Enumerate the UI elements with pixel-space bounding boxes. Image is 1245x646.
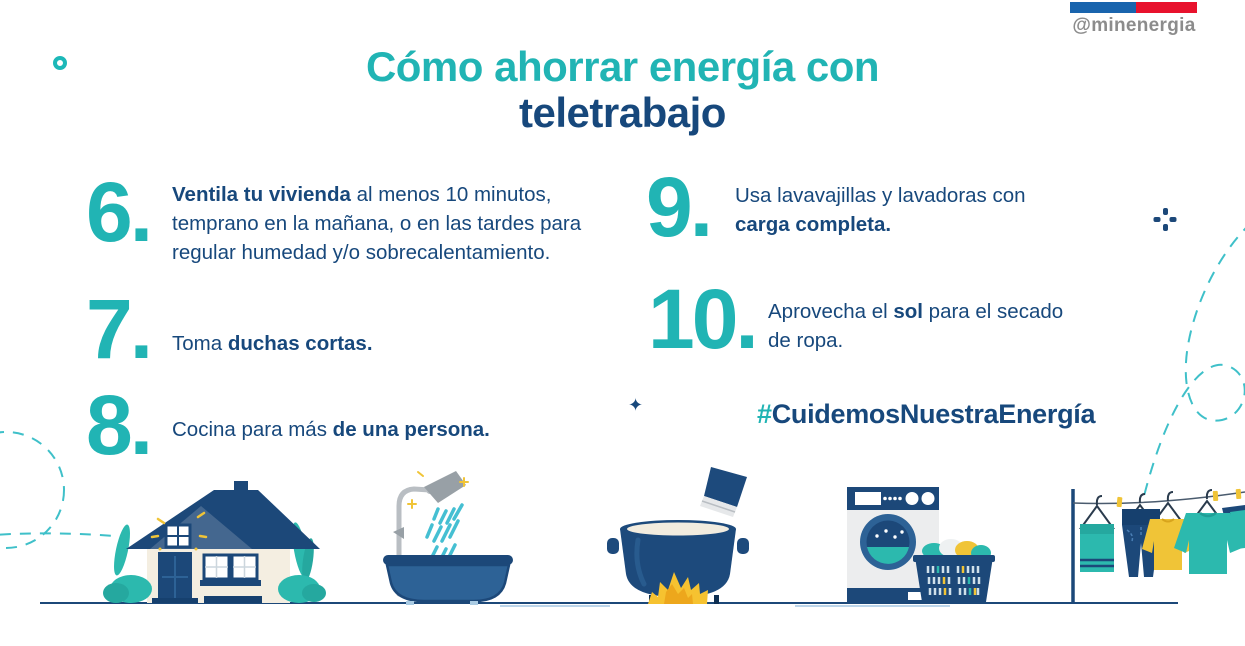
tip-text-9: Usa lavavajillas y lavadoras con carga c… bbox=[735, 181, 1045, 239]
tip-text-6: Ventila tu vivienda al menos 10 minutos,… bbox=[172, 180, 592, 267]
house-illustration bbox=[103, 481, 326, 603]
tip-number-10: 10. bbox=[648, 272, 759, 366]
hashtag-symbol: # bbox=[757, 399, 772, 429]
campaign-hashtag: #CuidemosNuestraEnergía bbox=[757, 399, 1096, 430]
flag-blue-half bbox=[1070, 2, 1137, 13]
tip-9-bold: carga completa. bbox=[735, 213, 892, 236]
tip-10-regular-b: para el secado de ropa. bbox=[768, 300, 1064, 352]
dashed-curve-decoration bbox=[0, 227, 1245, 549]
tip-number-6: 6. bbox=[86, 165, 153, 259]
sparkle-icon: ✦ bbox=[628, 395, 644, 415]
tip-9-regular: Usa lavavajillas y lavadoras con bbox=[735, 184, 1026, 207]
tip-number-8: 8. bbox=[86, 378, 153, 472]
title-line-2: teletrabajo bbox=[519, 89, 726, 136]
tip-number-7: 7. bbox=[86, 282, 153, 376]
plus-icon bbox=[1153, 208, 1177, 231]
tip-7-bold: duchas cortas. bbox=[227, 332, 373, 355]
tip-6-bold: Ventila tu vivienda bbox=[172, 183, 351, 206]
tip-text-8: Cocina para más de una persona. bbox=[172, 415, 572, 444]
tip-7-regular: Toma bbox=[172, 332, 228, 355]
shower-illustration bbox=[383, 471, 513, 605]
tip-number-9: 9. bbox=[646, 160, 713, 254]
ring-icon bbox=[53, 56, 67, 70]
tip-6-regular: al menos 10 minutos, temprano en la maña… bbox=[172, 183, 582, 264]
title-line-1: Cómo ahorrar energía con bbox=[365, 43, 880, 90]
tip-8-bold: de una persona. bbox=[332, 418, 490, 441]
washer-illustration bbox=[847, 487, 939, 603]
tip-text-10: Aprovecha el sol para el secado de ropa. bbox=[768, 297, 1086, 355]
page-title: Cómo ahorrar energía con teletrabajo bbox=[0, 44, 1245, 136]
tip-8-regular: Cocina para más bbox=[172, 418, 333, 441]
clothesline-illustration bbox=[1071, 488, 1245, 603]
pot-illustration bbox=[607, 467, 749, 604]
laundry-basket bbox=[913, 539, 995, 602]
tip-10-bold: sol bbox=[893, 300, 923, 323]
hashtag-text: CuidemosNuestraEnergía bbox=[771, 399, 1096, 429]
chile-flag-bar bbox=[1070, 2, 1197, 13]
flag-red-half bbox=[1136, 2, 1197, 13]
tip-text-7: Toma duchas cortas. bbox=[172, 329, 532, 358]
tip-10-regular-a: Aprovecha el bbox=[768, 300, 894, 323]
social-handle: @minenergia bbox=[1072, 15, 1196, 36]
